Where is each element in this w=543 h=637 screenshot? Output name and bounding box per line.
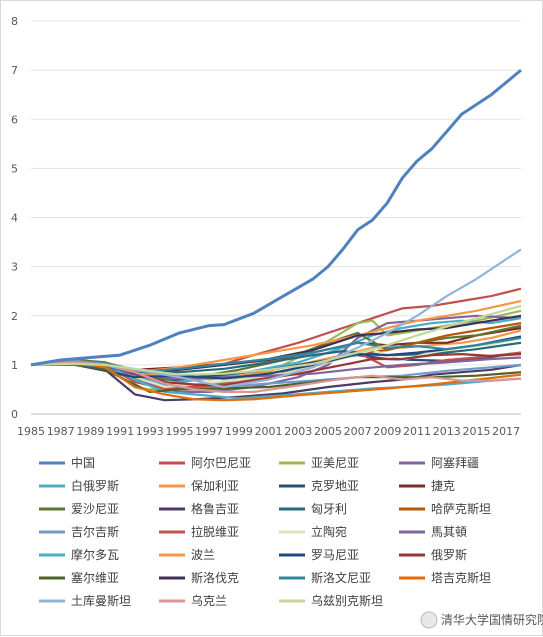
series-line-23 bbox=[30, 361, 522, 402]
y-tick-label: 8 bbox=[11, 15, 18, 28]
series-lines bbox=[30, 68, 522, 402]
legend-label: 乌克兰 bbox=[191, 593, 227, 608]
watermark: 清华大学国情研究院 bbox=[420, 611, 543, 629]
legend-label: 捷克 bbox=[431, 479, 455, 493]
y-tick-label: 2 bbox=[11, 310, 18, 323]
series-line-9 bbox=[30, 361, 522, 402]
x-tick-label: 2011 bbox=[403, 425, 431, 438]
legend-label: 爱沙尼亚 bbox=[71, 502, 119, 516]
x-tick-label: 2009 bbox=[373, 425, 401, 438]
x-tick-label: 1999 bbox=[225, 425, 253, 438]
y-tick-label: 5 bbox=[11, 162, 18, 175]
x-tick-label: 1995 bbox=[165, 425, 193, 438]
x-tick-label: 1993 bbox=[136, 425, 164, 438]
watermark-logo-icon bbox=[420, 611, 438, 629]
x-tick-label: 1989 bbox=[76, 425, 104, 438]
y-tick-label: 3 bbox=[11, 261, 18, 274]
series-line-0 bbox=[30, 68, 522, 367]
legend-label: 哈萨克斯坦 bbox=[431, 502, 491, 516]
series-line-22 bbox=[30, 336, 522, 374]
x-tick-label: 1987 bbox=[47, 425, 75, 438]
legend-label: 匈牙利 bbox=[311, 502, 347, 516]
x-tick-label: 2001 bbox=[255, 425, 283, 438]
legend-label: 阿尔巴尼亚 bbox=[191, 455, 251, 470]
legend-label: 吉尔吉斯 bbox=[71, 524, 119, 539]
legend-label: 格鲁吉亚 bbox=[191, 501, 239, 516]
legend-label: 塞尔维亚 bbox=[71, 570, 119, 585]
series-line-25 bbox=[30, 361, 522, 393]
x-tick-label: 1991 bbox=[106, 425, 134, 438]
axes: 0 1 2 3 4 5 6 7 8 1985 1987 1989 1991 1993 1995 1997 199… bbox=[11, 15, 520, 438]
legend-label: 波兰 bbox=[191, 548, 215, 562]
x-tick-label: 2007 bbox=[344, 425, 372, 438]
legend-label: 拉脱维亚 bbox=[191, 524, 239, 539]
legend-label: 斯洛伐克 bbox=[191, 570, 239, 585]
legend-label: 斯洛文尼亚 bbox=[311, 570, 371, 585]
x-tick-label: 2005 bbox=[314, 425, 342, 438]
legend-label: 阿塞拜疆 bbox=[431, 455, 479, 470]
legend-label: 白俄罗斯 bbox=[71, 478, 119, 493]
series-line-26 bbox=[30, 304, 522, 376]
legend-label: 罗马尼亚 bbox=[311, 548, 359, 562]
x-tick-label: 1985 bbox=[17, 425, 45, 438]
legend-label: 中国 bbox=[71, 455, 95, 470]
watermark-text: 清华大学国情研究院 bbox=[441, 612, 543, 627]
legend-label: 克罗地亚 bbox=[311, 479, 359, 493]
x-tick-label: 2003 bbox=[284, 425, 312, 438]
legend-label: 摩尔多瓦 bbox=[71, 547, 119, 562]
x-tick-label: 2015 bbox=[462, 425, 490, 438]
x-tick-label: 1997 bbox=[195, 425, 223, 438]
legend-label: 立陶宛 bbox=[311, 524, 347, 539]
y-tick-label: 7 bbox=[11, 64, 18, 77]
y-tick-label: 1 bbox=[11, 359, 18, 372]
legend-label: 俄罗斯 bbox=[431, 548, 467, 562]
legend-label: 亚美尼亚 bbox=[311, 456, 359, 470]
legend-label: 土库曼斯坦 bbox=[71, 593, 131, 608]
legend-label: 乌兹别克斯坦 bbox=[311, 593, 383, 608]
y-tick-label: 6 bbox=[11, 113, 18, 126]
legend-label: 保加利亚 bbox=[191, 479, 239, 493]
legend-label: 塔吉克斯坦 bbox=[431, 571, 491, 585]
y-tick-label: 4 bbox=[11, 212, 18, 225]
y-tick-label: 0 bbox=[11, 408, 18, 421]
x-tick-label: 2017 bbox=[492, 425, 520, 438]
x-tick-label: 2013 bbox=[433, 425, 461, 438]
legend-label: 馬其頓 bbox=[431, 525, 467, 539]
